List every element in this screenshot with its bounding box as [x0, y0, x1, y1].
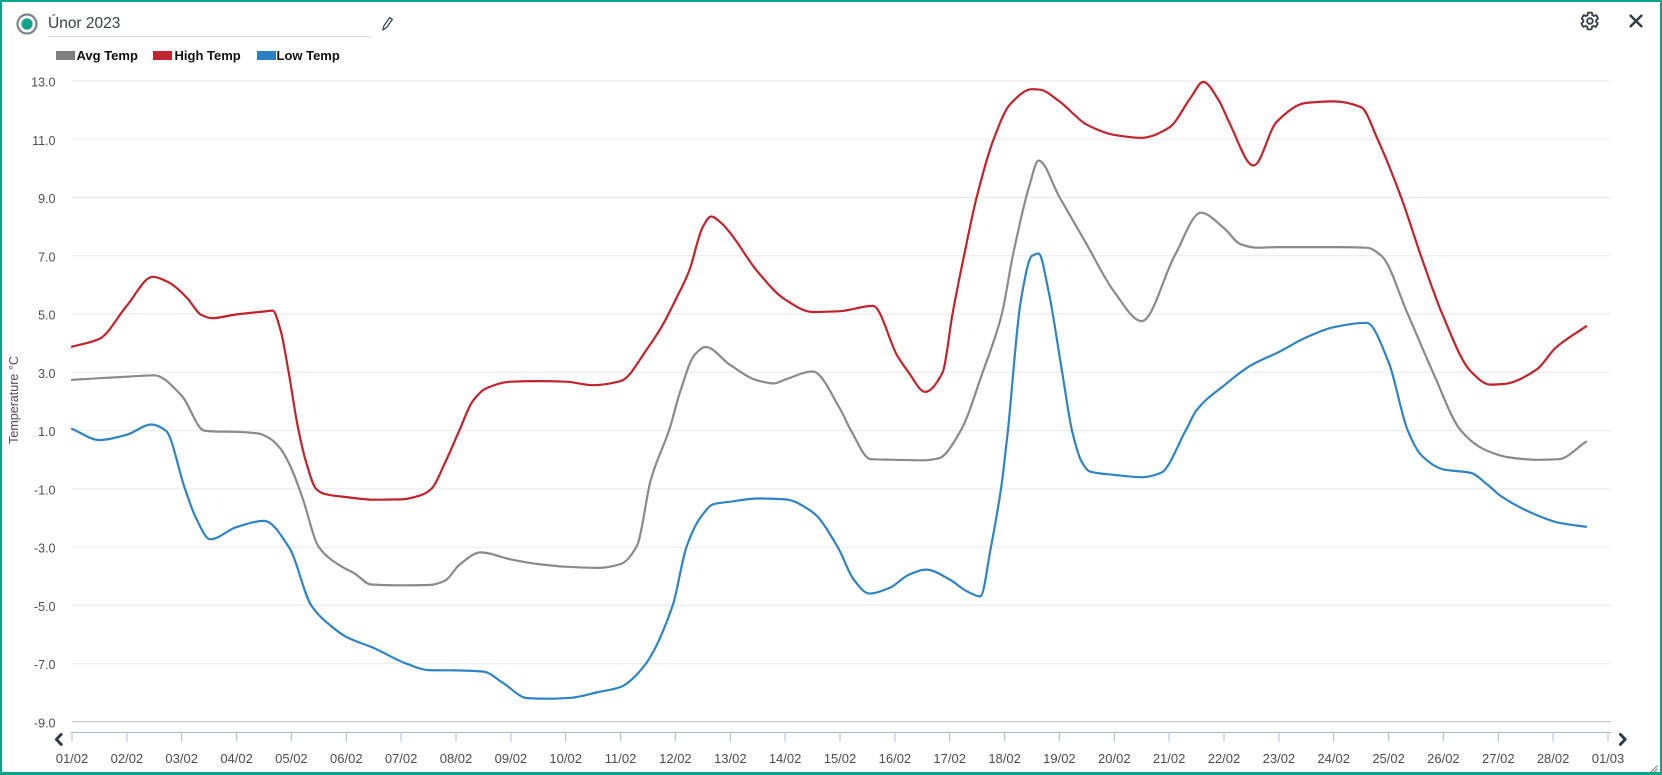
svg-text:14/02: 14/02 — [769, 751, 802, 766]
svg-text:13/02: 13/02 — [714, 751, 747, 766]
svg-text:-7.0: -7.0 — [34, 658, 56, 672]
svg-text:10/02: 10/02 — [549, 751, 582, 766]
svg-text:7.0: 7.0 — [38, 250, 55, 264]
svg-text:13.0: 13.0 — [31, 76, 55, 90]
svg-text:-5.0: -5.0 — [34, 600, 56, 614]
svg-text:21/02: 21/02 — [1153, 751, 1186, 766]
svg-text:17/02: 17/02 — [933, 751, 966, 766]
svg-text:-9.0: -9.0 — [34, 717, 56, 731]
svg-text:25/02: 25/02 — [1372, 751, 1405, 766]
svg-text:Temperature °C: Temperature °C — [7, 356, 21, 444]
svg-text:5.0: 5.0 — [38, 309, 55, 323]
svg-text:12/02: 12/02 — [659, 751, 692, 766]
svg-text:04/02: 04/02 — [220, 751, 253, 766]
svg-text:20/02: 20/02 — [1098, 751, 1131, 766]
svg-text:15/02: 15/02 — [824, 751, 857, 766]
svg-text:24/02: 24/02 — [1317, 751, 1350, 766]
svg-text:-1.0: -1.0 — [34, 483, 56, 497]
svg-text:01/02: 01/02 — [56, 751, 89, 766]
svg-text:22/02: 22/02 — [1208, 751, 1241, 766]
svg-text:27/02: 27/02 — [1482, 751, 1515, 766]
svg-text:23/02: 23/02 — [1263, 751, 1296, 766]
svg-text:01/03: 01/03 — [1592, 751, 1625, 766]
svg-text:11/02: 11/02 — [605, 751, 637, 766]
svg-text:3.0: 3.0 — [38, 367, 55, 381]
svg-text:09/02: 09/02 — [495, 751, 528, 766]
svg-text:03/02: 03/02 — [165, 751, 198, 766]
svg-text:28/02: 28/02 — [1537, 751, 1570, 766]
svg-text:9.0: 9.0 — [38, 192, 55, 206]
svg-text:06/02: 06/02 — [330, 751, 363, 766]
svg-text:19/02: 19/02 — [1043, 751, 1076, 766]
svg-text:02/02: 02/02 — [111, 751, 144, 766]
svg-text:07/02: 07/02 — [385, 751, 418, 766]
svg-text:18/02: 18/02 — [988, 751, 1021, 766]
svg-text:11.0: 11.0 — [32, 134, 55, 148]
svg-text:26/02: 26/02 — [1427, 751, 1460, 766]
svg-text:05/02: 05/02 — [275, 751, 308, 766]
svg-text:1.0: 1.0 — [38, 425, 55, 439]
svg-text:16/02: 16/02 — [879, 751, 912, 766]
svg-text:08/02: 08/02 — [440, 751, 473, 766]
svg-text:-3.0: -3.0 — [34, 542, 56, 556]
